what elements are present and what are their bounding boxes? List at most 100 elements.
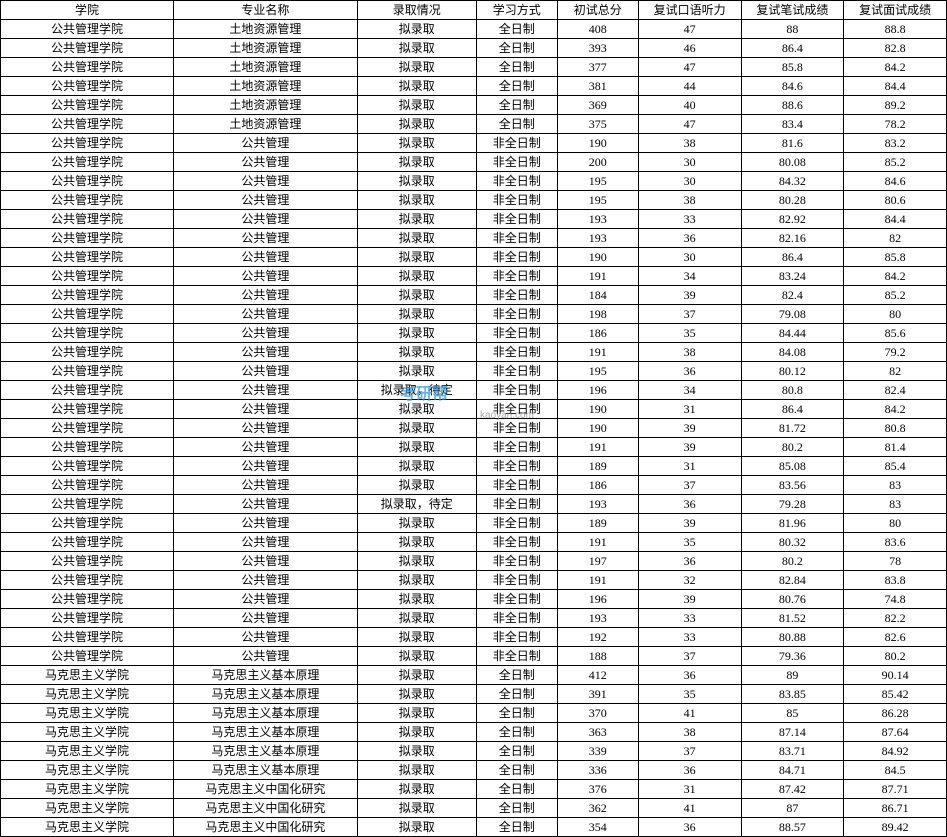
table-cell: 86.4 xyxy=(741,39,844,58)
table-cell: 84.5 xyxy=(844,761,947,780)
table-cell: 公共管理 xyxy=(173,362,357,381)
table-cell: 拟录取 xyxy=(357,229,476,248)
table-cell: 土地资源管理 xyxy=(173,39,357,58)
table-row: 马克思主义学院马克思主义基本原理拟录取全日制3363684.7184.5 xyxy=(1,761,947,780)
table-cell: 85.8 xyxy=(741,58,844,77)
table-cell: 190 xyxy=(557,419,638,438)
table-cell: 非全日制 xyxy=(476,210,557,229)
table-cell: 362 xyxy=(557,799,638,818)
table-cell: 公共管理 xyxy=(173,495,357,514)
table-cell: 369 xyxy=(557,96,638,115)
table-cell: 31 xyxy=(638,780,741,799)
table-cell: 81.6 xyxy=(741,134,844,153)
table-cell: 马克思主义基本原理 xyxy=(173,742,357,761)
table-cell: 30 xyxy=(638,248,741,267)
table-row: 公共管理学院公共管理拟录取非全日制1903881.683.2 xyxy=(1,134,947,153)
table-cell: 195 xyxy=(557,172,638,191)
table-cell: 84.92 xyxy=(844,742,947,761)
table-cell: 191 xyxy=(557,438,638,457)
table-cell: 非全日制 xyxy=(476,438,557,457)
table-cell: 35 xyxy=(638,324,741,343)
table-cell: 36 xyxy=(638,362,741,381)
table-row: 公共管理学院公共管理拟录取非全日制1933682.1682 xyxy=(1,229,947,248)
table-cell: 82 xyxy=(844,229,947,248)
table-cell: 88.57 xyxy=(741,818,844,837)
table-cell: 非全日制 xyxy=(476,609,557,628)
table-cell: 公共管理 xyxy=(173,210,357,229)
table-row: 公共管理学院土地资源管理拟录取全日制3694088.689.2 xyxy=(1,96,947,115)
table-cell: 339 xyxy=(557,742,638,761)
table-cell: 190 xyxy=(557,134,638,153)
table-cell: 377 xyxy=(557,58,638,77)
table-cell: 198 xyxy=(557,305,638,324)
table-cell: 80.08 xyxy=(741,153,844,172)
table-cell: 85.6 xyxy=(844,324,947,343)
table-cell: 84.44 xyxy=(741,324,844,343)
table-row: 马克思主义学院马克思主义基本原理拟录取全日制370418586.28 xyxy=(1,704,947,723)
table-cell: 85 xyxy=(741,704,844,723)
col-header-status: 录取情况 xyxy=(357,1,476,20)
table-cell: 47 xyxy=(638,58,741,77)
table-cell: 非全日制 xyxy=(476,134,557,153)
table-cell: 354 xyxy=(557,818,638,837)
table-cell: 191 xyxy=(557,343,638,362)
table-row: 公共管理学院公共管理拟录取非全日制1913282.8483.8 xyxy=(1,571,947,590)
table-cell: 38 xyxy=(638,191,741,210)
table-row: 公共管理学院公共管理拟录取非全日制1843982.485.2 xyxy=(1,286,947,305)
table-cell: 公共管理学院 xyxy=(1,514,174,533)
table-cell: 马克思主义基本原理 xyxy=(173,685,357,704)
table-cell: 391 xyxy=(557,685,638,704)
table-row: 公共管理学院公共管理拟录取非全日制1953084.3284.6 xyxy=(1,172,947,191)
table-cell: 土地资源管理 xyxy=(173,96,357,115)
table-cell: 非全日制 xyxy=(476,229,557,248)
table-cell: 公共管理 xyxy=(173,381,357,400)
table-cell: 193 xyxy=(557,229,638,248)
table-cell: 79.36 xyxy=(741,647,844,666)
table-cell: 非全日制 xyxy=(476,419,557,438)
table-cell: 拟录取 xyxy=(357,571,476,590)
table-row: 公共管理学院公共管理拟录取非全日制1893185.0885.4 xyxy=(1,457,947,476)
col-header-score2: 复试口语听力 xyxy=(638,1,741,20)
table-cell: 84.6 xyxy=(741,77,844,96)
table-cell: 80.88 xyxy=(741,628,844,647)
table-cell: 196 xyxy=(557,590,638,609)
table-cell: 公共管理学院 xyxy=(1,400,174,419)
table-row: 马克思主义学院马克思主义基本原理拟录取全日制3633887.1487.64 xyxy=(1,723,947,742)
table-row: 公共管理学院公共管理拟录取非全日制1903981.7280.8 xyxy=(1,419,947,438)
table-cell: 全日制 xyxy=(476,723,557,742)
table-cell: 全日制 xyxy=(476,77,557,96)
table-cell: 马克思主义学院 xyxy=(1,666,174,685)
table-cell: 35 xyxy=(638,533,741,552)
table-cell: 80.76 xyxy=(741,590,844,609)
table-cell: 拟录取 xyxy=(357,248,476,267)
table-row: 公共管理学院公共管理拟录取非全日制1933382.9284.4 xyxy=(1,210,947,229)
table-cell: 非全日制 xyxy=(476,457,557,476)
table-cell: 公共管理学院 xyxy=(1,647,174,666)
table-cell: 193 xyxy=(557,495,638,514)
table-cell: 公共管理 xyxy=(173,134,357,153)
table-cell: 84.32 xyxy=(741,172,844,191)
table-row: 公共管理学院公共管理拟录取非全日制1963980.7674.8 xyxy=(1,590,947,609)
table-cell: 拟录取 xyxy=(357,172,476,191)
table-cell: 86.71 xyxy=(844,799,947,818)
col-header-college: 学院 xyxy=(1,1,174,20)
table-cell: 80.32 xyxy=(741,533,844,552)
table-cell: 拟录取 xyxy=(357,419,476,438)
table-cell: 87.71 xyxy=(844,780,947,799)
table-cell: 88.8 xyxy=(844,20,947,39)
table-cell: 公共管理学院 xyxy=(1,58,174,77)
table-cell: 拟录取 xyxy=(357,362,476,381)
table-cell: 拟录取 xyxy=(357,400,476,419)
table-cell: 拟录取 xyxy=(357,267,476,286)
table-cell: 41 xyxy=(638,704,741,723)
table-cell: 公共管理 xyxy=(173,286,357,305)
table-cell: 公共管理 xyxy=(173,324,357,343)
col-header-mode: 学习方式 xyxy=(476,1,557,20)
table-cell: 85.42 xyxy=(844,685,947,704)
table-cell: 44 xyxy=(638,77,741,96)
table-cell: 公共管理 xyxy=(173,514,357,533)
table-cell: 公共管理 xyxy=(173,305,357,324)
table-cell: 84.4 xyxy=(844,77,947,96)
table-cell: 非全日制 xyxy=(476,552,557,571)
table-cell: 82.16 xyxy=(741,229,844,248)
